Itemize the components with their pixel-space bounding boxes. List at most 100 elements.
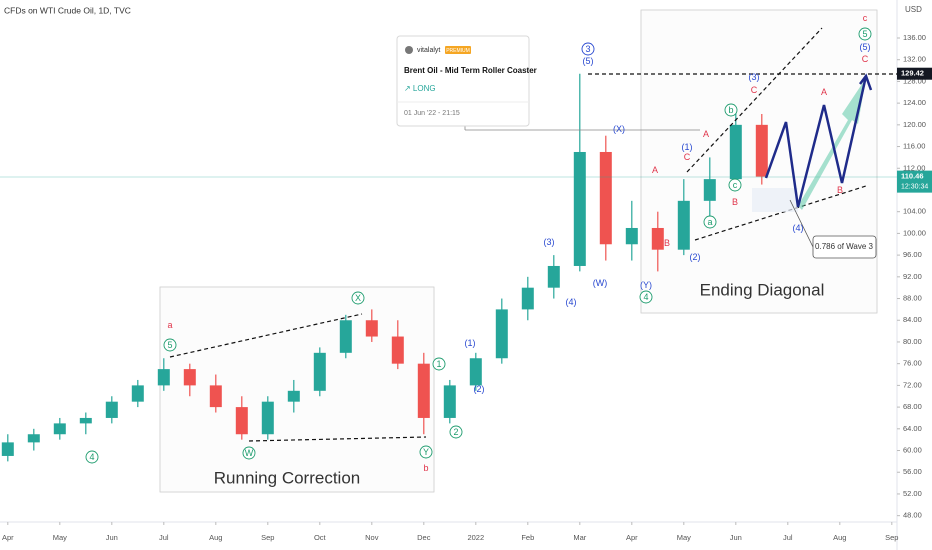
x-tick-label: Feb: [521, 533, 534, 542]
badge-text: PREMIUM: [446, 48, 470, 54]
x-tick-label: Sep: [261, 533, 274, 542]
y-tick-label: 104.00: [903, 207, 926, 216]
wave-label: b: [728, 105, 733, 115]
wave-circle: [85, 450, 99, 464]
wave-label: C: [862, 54, 869, 64]
wave-label: C: [684, 152, 691, 162]
wave-label: (3): [544, 237, 555, 247]
x-tick-label: 2022: [467, 533, 484, 542]
candle-body: [105, 401, 118, 418]
wave-label: B: [664, 238, 670, 248]
candle-body: [365, 320, 378, 337]
price-tag-label: 129.42: [901, 69, 924, 78]
idea-author[interactable]: vitalalyt: [417, 47, 440, 54]
candle-body: [339, 320, 352, 353]
y-tick-label: 88.00: [903, 294, 922, 303]
wave-label: A: [821, 87, 827, 97]
wave-label: b: [423, 463, 428, 473]
y-tick-label: 96.00: [903, 250, 922, 259]
wave-label: (2): [474, 384, 485, 394]
price-tag: [897, 67, 932, 80]
wave-label: (X): [613, 124, 625, 134]
wave-label: (3): [749, 72, 760, 82]
wave-label: c: [863, 13, 868, 23]
wave-circle: [163, 338, 177, 352]
y-tick-label: 92.00: [903, 272, 922, 281]
wave-circle: [242, 446, 256, 460]
candle-body: [183, 369, 196, 386]
wave-circle: [581, 42, 595, 56]
y-tick-label: 84.00: [903, 315, 922, 324]
wave-circle: [449, 425, 463, 439]
candle-body: [495, 309, 508, 359]
wave-circle: [724, 103, 738, 117]
y-tick-label: 120.00: [903, 120, 926, 129]
y-tick-label: 116.00: [903, 142, 925, 151]
x-tick-label: Sep: [885, 533, 898, 542]
wave-label: (Y): [640, 280, 652, 290]
wave-label: 2: [453, 427, 458, 437]
y-tick-label: 68.00: [903, 402, 922, 411]
wave-label: 3: [585, 44, 590, 54]
x-tick-label: Aug: [833, 533, 846, 542]
y-tick-label: 124.00: [903, 98, 926, 107]
x-tick-label: Aug: [209, 533, 222, 542]
candle-body: [547, 265, 560, 288]
y-tick-label: 100.00: [903, 228, 926, 237]
wave-label: 5: [862, 29, 867, 39]
wave-label: (W): [593, 278, 608, 288]
y-tick-label: 136.00: [903, 33, 926, 42]
candle-body: [235, 407, 248, 435]
price-tag: [897, 170, 932, 193]
wave-label: C: [751, 85, 758, 95]
x-tick-label: Mar: [573, 533, 586, 542]
wave-circle: [432, 357, 446, 371]
y-tick-label: 72.00: [903, 380, 922, 389]
x-tick-label: May: [677, 533, 691, 542]
wave-label: a: [167, 320, 172, 330]
y-tick-label: 60.00: [903, 446, 922, 455]
wave-circle: [639, 290, 653, 304]
idea-title[interactable]: Brent Oil - Mid Term Roller Coaster: [404, 66, 537, 75]
idea-date: 01 Jun '22 - 21:15: [404, 110, 460, 117]
x-tick-label: Jun: [106, 533, 118, 542]
candle-body: [209, 385, 222, 408]
candle-body: [157, 369, 170, 386]
wave-label: (4): [793, 223, 804, 233]
wave-label: 5: [167, 340, 172, 350]
candle-body: [599, 151, 612, 245]
wave-label: 1: [436, 359, 441, 369]
wave-label: B: [837, 185, 843, 195]
candle-body: [729, 124, 742, 180]
wave-label: A: [652, 165, 658, 175]
wave-label: W: [245, 448, 254, 458]
idea-direction: ↗ LONG: [404, 84, 436, 93]
x-tick-label: Dec: [417, 533, 431, 542]
candle-body: [1, 442, 14, 456]
x-tick-label: May: [53, 533, 67, 542]
candle-body: [53, 423, 66, 435]
price-tag-label: 110.46: [901, 172, 924, 181]
y-tick-label: 76.00: [903, 359, 922, 368]
candle-body: [651, 227, 664, 250]
projection-path: [764, 75, 868, 208]
running-correction-box: [159, 286, 435, 493]
candle-body: [391, 336, 404, 364]
callout-box: [812, 235, 877, 259]
candle-body: [313, 352, 326, 391]
wave-label: 4: [89, 452, 94, 462]
candle-body: [287, 390, 300, 402]
target-zone: [752, 188, 798, 212]
wave-label: (1): [465, 338, 476, 348]
wave-label: (1): [682, 142, 693, 152]
candle-body: [79, 417, 92, 424]
wave-circle: [728, 178, 742, 192]
wave-label: X: [355, 293, 361, 303]
currency: USD: [905, 5, 922, 14]
wave-label: (2): [690, 252, 701, 262]
callout-text: 0.786 of Wave 3: [815, 242, 874, 251]
wave-label: c: [733, 180, 738, 190]
box-label: Running Correction: [214, 468, 360, 487]
idea-card[interactable]: [396, 35, 530, 127]
